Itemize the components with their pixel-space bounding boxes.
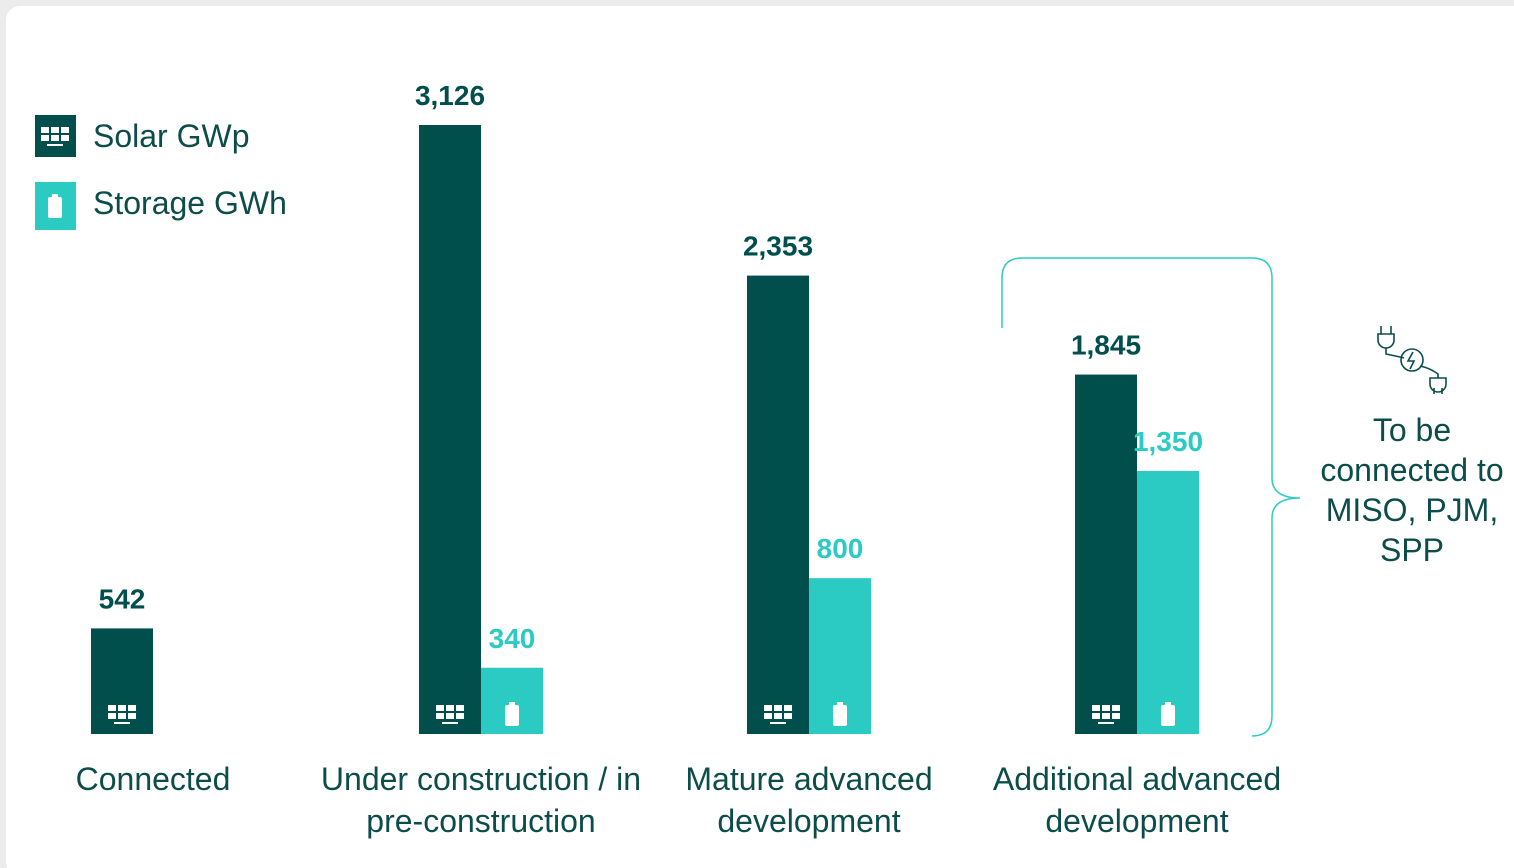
icon-part — [47, 144, 63, 146]
icon-part — [61, 127, 69, 133]
legend-label: Solar GWp — [93, 118, 250, 154]
battery-icon — [1161, 702, 1175, 726]
icon-part — [48, 197, 62, 218]
solar-icon — [41, 127, 69, 146]
data-label: 3,126 — [415, 80, 485, 111]
icon-part — [764, 705, 772, 711]
data-label: 1,350 — [1133, 426, 1203, 457]
icon-part — [774, 713, 782, 719]
icon-part — [1112, 705, 1120, 711]
icon-part — [128, 705, 136, 711]
bracket — [1001, 257, 1301, 737]
icon-part — [52, 194, 58, 197]
solar-icon — [436, 705, 464, 724]
plug-icon — [1377, 326, 1447, 394]
icon-part — [1098, 722, 1114, 724]
legend-label: Storage GWh — [93, 185, 287, 221]
icon-part — [118, 705, 126, 711]
icon-part — [108, 705, 116, 711]
icon-part — [61, 135, 69, 141]
solar-icon — [1092, 705, 1120, 724]
icon-part — [128, 713, 136, 719]
icon-part — [446, 705, 454, 711]
icon-part — [764, 713, 772, 719]
icon-part — [118, 713, 126, 719]
icon-part — [108, 713, 116, 719]
data-label: 340 — [489, 623, 536, 654]
annotation: To be connected to MISO, PJM, SPP — [1320, 412, 1504, 568]
data-label: 2,353 — [743, 231, 813, 262]
x-tick-label: Connected — [75, 761, 231, 797]
data-label: 800 — [817, 533, 864, 564]
bar — [1137, 470, 1199, 734]
icon-part — [436, 705, 444, 711]
battery-icon — [833, 702, 847, 726]
bar — [419, 125, 481, 734]
icon-part — [1092, 713, 1100, 719]
icon-part — [784, 713, 792, 719]
icon-part — [114, 722, 130, 724]
solar-icon — [108, 705, 136, 724]
icon-part — [442, 722, 458, 724]
icon-part — [41, 127, 49, 133]
data-label: 1,845 — [1071, 330, 1141, 361]
icon-part — [784, 705, 792, 711]
bar — [747, 275, 809, 734]
solar-icon — [764, 705, 792, 724]
icon-part — [456, 713, 464, 719]
icon-part — [51, 135, 59, 141]
icon-part — [446, 713, 454, 719]
x-tick-label: Mature advanced development — [685, 761, 933, 839]
icon-part — [456, 705, 464, 711]
icon-part — [1165, 702, 1171, 705]
icon-part — [1112, 713, 1120, 719]
icon-part — [774, 705, 782, 711]
icon-part — [41, 135, 49, 141]
icon-part — [509, 702, 515, 705]
bar — [1075, 374, 1137, 734]
icon-part — [1102, 713, 1110, 719]
data-label: 542 — [99, 583, 146, 614]
icon-part — [837, 702, 843, 705]
icon-part — [1102, 705, 1110, 711]
icon-part — [833, 705, 847, 726]
battery-icon — [48, 194, 62, 218]
x-tick-label: Under construction / in pre-construction — [320, 761, 642, 839]
icon-part — [51, 127, 59, 133]
x-tick-label: Additional advanced development — [992, 761, 1282, 839]
icon-part — [505, 705, 519, 726]
icon-part — [1161, 705, 1175, 726]
icon-part — [770, 722, 786, 724]
battery-icon — [505, 702, 519, 726]
icon-part — [436, 713, 444, 719]
icon-part — [1092, 705, 1100, 711]
